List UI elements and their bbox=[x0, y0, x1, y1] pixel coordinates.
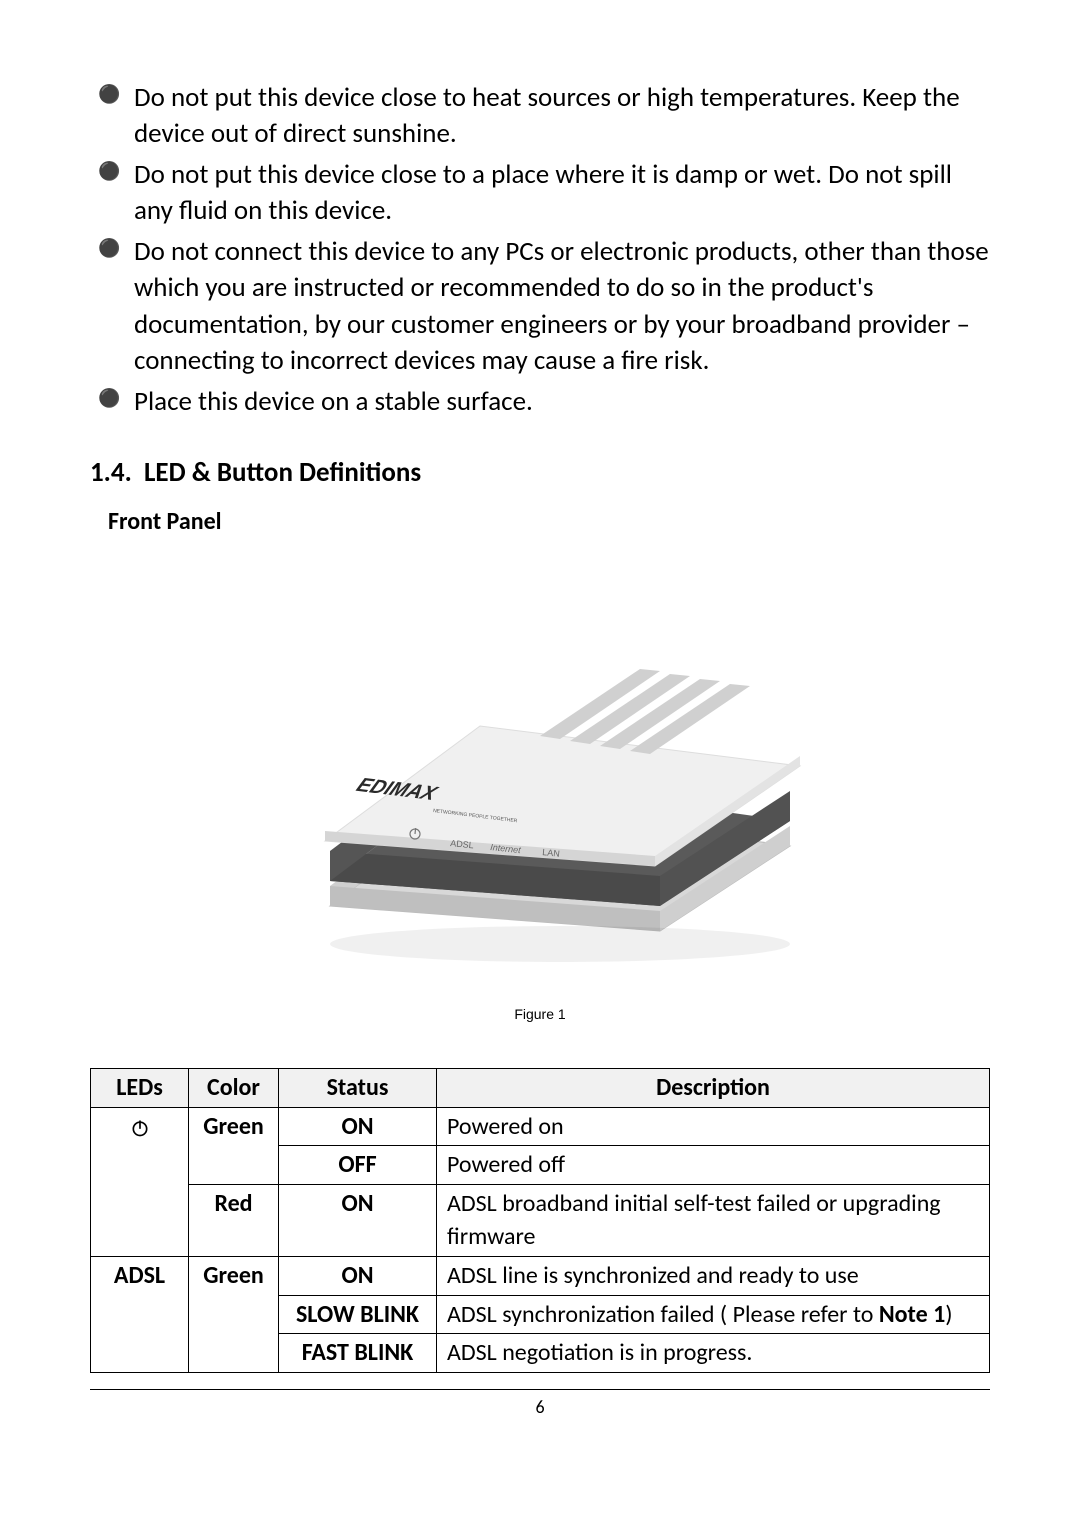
col-header-color: Color bbox=[189, 1068, 279, 1107]
desc-suffix: ) bbox=[945, 1300, 952, 1329]
svg-text:LAN: LAN bbox=[542, 847, 560, 859]
col-header-leds: LEDs bbox=[91, 1068, 189, 1107]
cell-status: FAST BLINK bbox=[279, 1334, 437, 1373]
cell-desc: ADSL broadband initial self-test failed … bbox=[437, 1184, 990, 1256]
led-definitions-table: LEDs Color Status Description Green ON P… bbox=[90, 1068, 990, 1373]
cell-color: Green bbox=[189, 1107, 279, 1184]
bullet-item: Place this device on a stable surface. bbox=[90, 384, 990, 420]
cell-desc: ADSL synchronization failed ( Please ref… bbox=[437, 1295, 990, 1334]
section-heading: 1.4. LED & Button Definitions bbox=[90, 456, 990, 489]
safety-bullet-list: Do not put this device close to heat sou… bbox=[90, 80, 990, 420]
cell-status: OFF bbox=[279, 1146, 437, 1185]
cell-desc: ADSL line is synchronized and ready to u… bbox=[437, 1256, 990, 1295]
cell-led-power bbox=[91, 1107, 189, 1256]
cell-status: ON bbox=[279, 1256, 437, 1295]
section-title: LED & Button Definitions bbox=[144, 456, 421, 489]
cell-desc: Powered off bbox=[437, 1146, 990, 1185]
bullet-item: Do not put this device close to a place … bbox=[90, 157, 990, 230]
page: Do not put this device close to heat sou… bbox=[0, 0, 1080, 1527]
cell-led-adsl: ADSL bbox=[91, 1256, 189, 1372]
cell-color: Green bbox=[189, 1256, 279, 1372]
desc-note-ref: Note 1 bbox=[879, 1300, 945, 1329]
table-row: ADSL Green ON ADSL line is synchronized … bbox=[91, 1256, 990, 1295]
footer-rule bbox=[90, 1389, 990, 1390]
page-number: 6 bbox=[90, 1396, 990, 1418]
desc-prefix: ADSL synchronization failed ( Please ref… bbox=[447, 1300, 879, 1329]
col-header-status: Status bbox=[279, 1068, 437, 1107]
bullet-item: Do not put this device close to heat sou… bbox=[90, 80, 990, 153]
table-row: Green ON Powered on bbox=[91, 1107, 990, 1146]
device-figure: EDIMAX NETWORKING PEOPLE TOGETHER ADSL I… bbox=[90, 566, 990, 986]
cell-status: SLOW BLINK bbox=[279, 1295, 437, 1334]
cell-desc: Powered on bbox=[437, 1107, 990, 1146]
cell-status: ON bbox=[279, 1184, 437, 1256]
subheading-front-panel: Front Panel bbox=[108, 507, 990, 536]
figure-caption: Figure 1 bbox=[90, 1006, 990, 1022]
cell-status: ON bbox=[279, 1107, 437, 1146]
cell-desc: ADSL negotiation is in progress. bbox=[437, 1334, 990, 1373]
table-header-row: LEDs Color Status Description bbox=[91, 1068, 990, 1107]
section-number: 1.4. bbox=[90, 456, 132, 489]
table-row: Red ON ADSL broadband initial self-test … bbox=[91, 1184, 990, 1256]
device-illustration: EDIMAX NETWORKING PEOPLE TOGETHER ADSL I… bbox=[260, 566, 820, 986]
power-icon bbox=[130, 1118, 150, 1138]
bullet-item: Do not connect this device to any PCs or… bbox=[90, 234, 990, 380]
col-header-description: Description bbox=[437, 1068, 990, 1107]
cell-color: Red bbox=[189, 1184, 279, 1256]
